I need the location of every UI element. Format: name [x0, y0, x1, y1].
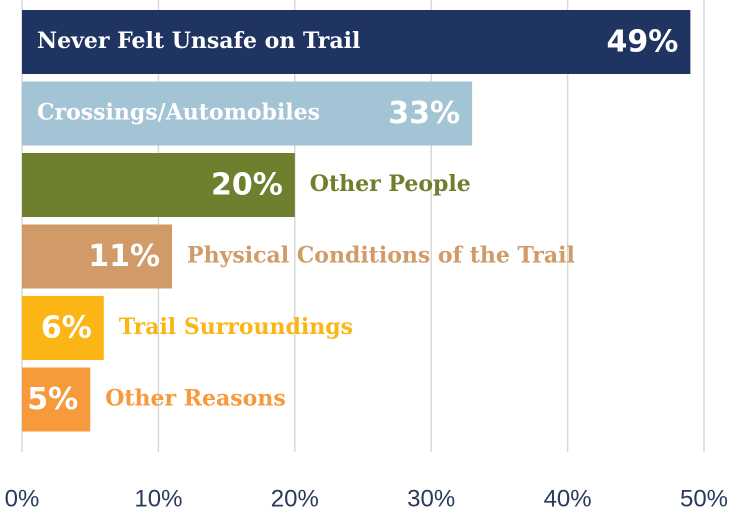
category-label: Physical Conditions of the Trail [187, 243, 575, 269]
value-label: 5% [27, 382, 78, 417]
category-label: Never Felt Unsafe on Trail [37, 28, 360, 54]
category-label: Other Reasons [105, 386, 286, 412]
bar [22, 367, 91, 432]
x-tick-label: 20% [271, 485, 319, 512]
bar [22, 296, 104, 360]
value-label: 33% [388, 96, 460, 131]
x-tick-label: 10% [134, 485, 182, 512]
value-label: 11% [88, 239, 160, 274]
bar [22, 153, 295, 217]
x-tick-label: 40% [544, 485, 592, 512]
bar [22, 224, 173, 289]
category-label: Other People [310, 171, 471, 197]
category-label: Trail Surroundings [119, 314, 353, 340]
bar [22, 81, 473, 146]
x-tick-label: 30% [407, 485, 455, 512]
x-tick-label: 50% [680, 485, 728, 512]
x-tick-label: 0% [5, 485, 40, 512]
bar [22, 10, 691, 74]
category-label: Crossings/Automobiles [37, 100, 320, 126]
value-label: 6% [41, 311, 92, 346]
value-label: 49% [607, 25, 679, 60]
value-label: 20% [211, 168, 283, 203]
